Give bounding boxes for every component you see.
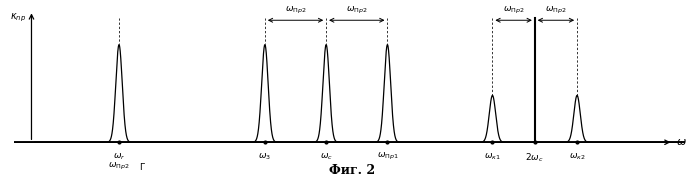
Text: $\omega_{\Pi p2}$: $\omega_{\Pi p2}$ [503, 5, 524, 16]
Text: $\omega_{\kappa2}$: $\omega_{\kappa2}$ [569, 151, 585, 162]
Text: $2\omega_c$: $2\omega_c$ [526, 151, 544, 164]
Text: $\omega_3$: $\omega_3$ [259, 151, 271, 162]
Text: $\Gamma$: $\Gamma$ [139, 161, 146, 172]
Text: $\omega_{\Pi p2}$: $\omega_{\Pi p2}$ [346, 5, 368, 16]
Text: $\omega_r$: $\omega_r$ [113, 151, 125, 162]
Text: $\omega_{\Pi p2}$: $\omega_{\Pi p2}$ [284, 5, 306, 16]
Text: $\omega_{\Pi p2}$: $\omega_{\Pi p2}$ [108, 161, 130, 172]
Text: $\omega_{\Pi p1}$: $\omega_{\Pi p1}$ [377, 151, 398, 162]
Text: $\omega_{\Pi p2}$: $\omega_{\Pi p2}$ [545, 5, 567, 16]
Text: $\omega_{\kappa1}$: $\omega_{\kappa1}$ [484, 151, 501, 162]
Text: $\kappa_{np}$: $\kappa_{np}$ [10, 11, 26, 24]
Text: $\omega_c$: $\omega_c$ [319, 151, 333, 162]
Text: $\omega$: $\omega$ [676, 137, 687, 147]
Text: Фиг. 2: Фиг. 2 [329, 164, 375, 177]
